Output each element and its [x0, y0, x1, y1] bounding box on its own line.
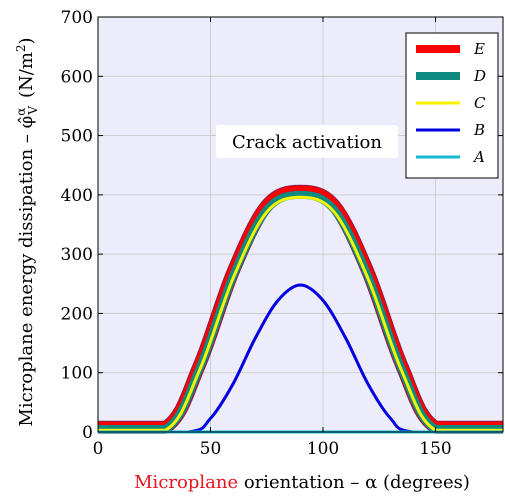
annotation-label: Crack activation	[232, 132, 382, 153]
x-axis-label-rest: orientation – α (degrees)	[238, 472, 470, 493]
y-axis-label-unit: (N/m	[16, 52, 37, 98]
y-tick-label: 200	[61, 304, 93, 324]
x-tick-label: 100	[307, 439, 339, 459]
x-tick-label: 50	[200, 439, 222, 459]
y-axis-label-unit-end: )	[16, 37, 37, 44]
x-axis-label: Microplane orientation – α (degrees)	[134, 472, 470, 493]
y-tick-label: 700	[61, 8, 93, 28]
legend-label-B: B	[473, 121, 485, 139]
x-axis-label-highlight: Microplane	[134, 472, 238, 493]
plot-frame	[97, 16, 504, 433]
annotation: Crack activation	[216, 125, 398, 158]
x-tick-label: 150	[419, 439, 451, 459]
y-tick-label: 500	[61, 127, 93, 147]
legend-label-D: D	[473, 67, 486, 85]
annotation-box	[216, 125, 398, 158]
legend-label-E: E	[473, 40, 485, 58]
y-tick-label: 100	[61, 364, 93, 384]
y-axis-label: Microplane energy dissipation – φ̂αV (N/m…	[14, 37, 40, 426]
y-tick-label: 0	[82, 423, 93, 443]
y-tick-label: 300	[61, 245, 93, 265]
y-tick-label: 400	[61, 186, 93, 206]
legend-label-C: C	[474, 94, 486, 112]
y-axis-label-unit-sup: 2	[14, 44, 28, 52]
legend-label-A: A	[472, 148, 485, 166]
y-tick-label: 600	[61, 67, 93, 87]
x-tick-label: 0	[93, 439, 104, 459]
series-C-line	[98, 195, 503, 432]
y-axis-label-main: Microplane energy dissipation – φ̂	[16, 116, 37, 427]
y-axis-label-sub: V	[26, 106, 40, 116]
axis-ticks: 0 100 200 300 400 500 600 700 0 50 100 150	[61, 8, 503, 459]
y-axis-label-sup: α	[14, 108, 28, 116]
legend-box	[405, 32, 499, 179]
series-B-line	[97, 283, 503, 434]
